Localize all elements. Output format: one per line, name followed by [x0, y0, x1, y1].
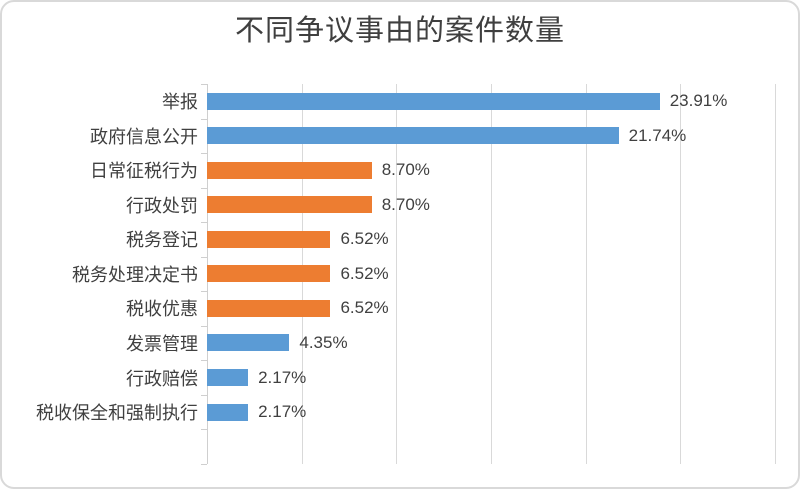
value-label: 8.70%: [381, 160, 430, 180]
chart-title: 不同争议事由的案件数量: [234, 15, 565, 47]
category-label: 行政处罚: [126, 195, 198, 216]
bar-row: 政府信息公开 21.74%: [90, 119, 775, 154]
gridline: [491, 84, 492, 464]
bar: [207, 92, 660, 110]
bar-row: 税收保全和强制执行 2.17%: [36, 395, 775, 430]
bar: [207, 230, 331, 248]
axis-tick: [201, 464, 207, 465]
value-label: 6.52%: [340, 263, 389, 283]
bar: [207, 161, 372, 179]
bar: [207, 403, 249, 421]
gridline: [680, 84, 682, 464]
category-label: 税收优惠: [126, 299, 198, 320]
bar-row: 税务处理决定书 6.52%: [72, 257, 775, 292]
category-label: 行政赔偿: [126, 368, 198, 389]
bar: [207, 196, 372, 214]
bar: [207, 265, 331, 283]
category-label: 举报: [162, 92, 198, 113]
bar: [207, 334, 290, 352]
value-label: 2.17%: [258, 367, 307, 387]
bar-row: 举报 23.91%: [162, 84, 775, 119]
gridline: [396, 84, 398, 464]
plot-area: 举报 23.91% 政府信息公开 21.74% 日常征税行为 8.70% 行政处罚 8.70%…: [36, 84, 776, 465]
value-label: 4.35%: [299, 332, 348, 352]
axis-tick: [201, 291, 207, 293]
axis-tick: [201, 84, 207, 85]
bar-row: 税务登记 6.52%: [126, 222, 775, 257]
axis-tick: [201, 222, 207, 224]
bar: [207, 299, 331, 317]
axis-tick: [201, 394, 207, 396]
value-label: 23.91%: [669, 91, 728, 111]
bar-row: 行政赔偿 2.17%: [126, 360, 775, 395]
bar: [207, 369, 249, 387]
category-label: 政府信息公开: [90, 126, 198, 147]
axis-tick: [201, 429, 207, 431]
value-label: 21.74%: [628, 125, 687, 145]
axis-tick: [201, 187, 207, 189]
value-label: 2.17%: [258, 402, 307, 422]
axis-tick: [201, 325, 207, 327]
axis-tick: [201, 153, 207, 155]
value-label: 6.52%: [340, 229, 389, 249]
axis-tick: [201, 118, 207, 120]
axis-tick: [201, 360, 207, 362]
gridline: [775, 84, 776, 464]
bar-row: 日常征税行为 8.70%: [90, 153, 775, 188]
category-label: 日常征税行为: [90, 161, 198, 182]
axis-tick: [201, 256, 207, 258]
bar-row: 税收优惠 6.52%: [126, 291, 775, 326]
gridline: [585, 84, 587, 464]
bar-row: 发票管理 4.35%: [126, 326, 775, 361]
bar: [207, 127, 619, 145]
category-label: 税务登记: [126, 230, 198, 251]
bar-rows: 举报 23.91% 政府信息公开 21.74% 日常征税行为 8.70% 行政处罚 8.70%…: [36, 84, 775, 464]
category-label: 税收保全和强制执行: [36, 403, 198, 424]
bar-row: 行政处罚 8.70%: [126, 188, 775, 223]
value-label: 6.52%: [340, 298, 389, 318]
category-label: 税务处理决定书: [72, 264, 198, 285]
value-label: 8.70%: [381, 194, 430, 214]
category-label: 发票管理: [126, 333, 198, 354]
